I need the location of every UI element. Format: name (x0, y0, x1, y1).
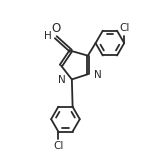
Text: N: N (94, 70, 102, 80)
Text: Cl: Cl (53, 141, 64, 151)
Text: H: H (44, 32, 51, 41)
Text: O: O (52, 22, 61, 35)
Text: Cl: Cl (119, 23, 129, 33)
Text: N: N (58, 75, 66, 85)
